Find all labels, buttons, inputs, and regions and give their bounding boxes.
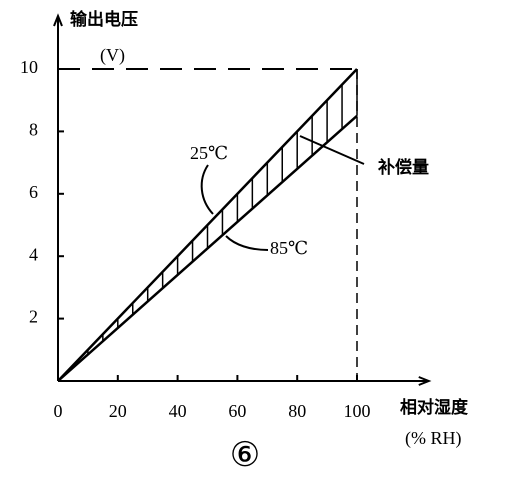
x-tick-label: 80: [288, 401, 306, 421]
y-tick-label: 8: [29, 120, 38, 140]
x-tick-label: 60: [228, 401, 246, 421]
leader: [225, 235, 269, 251]
y-tick-label: 2: [29, 307, 38, 327]
x-tick-label: 0: [54, 401, 63, 421]
y-tick-label: 6: [29, 182, 38, 202]
series-line: [57, 68, 358, 382]
x-tick-label: 20: [109, 401, 127, 421]
y-tick-label: 10: [20, 57, 38, 77]
caption: ⑥: [230, 437, 260, 474]
x-axis-unit: (% RH): [405, 428, 462, 449]
series-label: 25℃: [190, 143, 228, 163]
y-arrow: [53, 13, 63, 27]
leader: [200, 164, 214, 215]
series-label: 85℃: [270, 238, 308, 258]
annotation: 补偿量: [377, 157, 429, 178]
x-arrow: [418, 376, 432, 386]
x-tick-label: 40: [169, 401, 187, 421]
series-line: [57, 114, 358, 382]
y-tick-label: 4: [29, 244, 38, 264]
y-axis-label: 输出电压: [70, 9, 138, 30]
x-axis-label: 相对湿度: [400, 397, 469, 418]
leader: [299, 135, 365, 165]
y-axis-unit: (V): [100, 45, 125, 66]
x-tick-label: 100: [344, 401, 371, 421]
